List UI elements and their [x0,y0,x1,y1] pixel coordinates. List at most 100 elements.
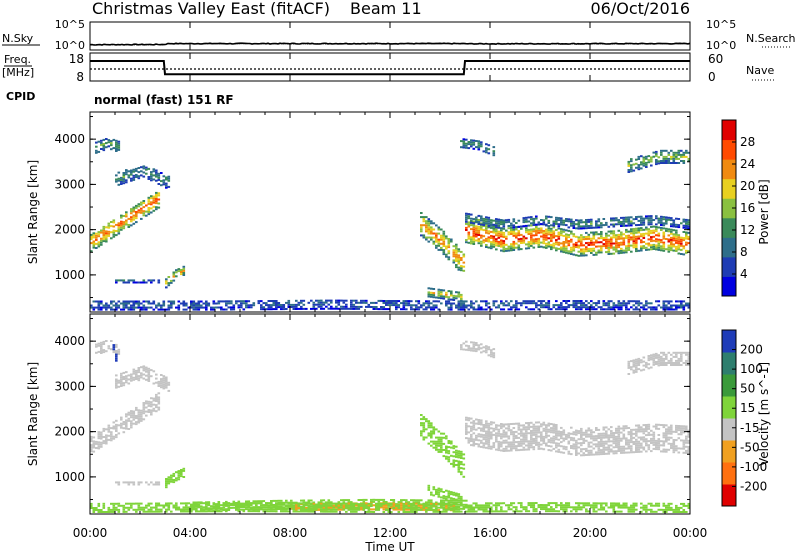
heatmap-cell [460,463,463,466]
heatmap-cell [472,228,476,231]
heatmap-cell [120,504,123,507]
heatmap-cell [600,226,603,229]
heatmap-cell [495,300,498,303]
heatmap-cell [107,434,111,437]
heatmap-cell [552,427,556,430]
heatmap-cell [552,246,556,249]
heatmap-cell [610,236,613,239]
heatmap-cell [480,433,483,436]
heatmap-cell [677,238,681,241]
heatmap-cell [180,302,183,305]
heatmap-cell [642,304,646,307]
heatmap-cell [627,218,631,221]
heatmap-cell [140,374,143,377]
heatmap-cell [562,251,566,254]
heatmap-cell [575,306,578,309]
heatmap-cell [502,246,506,249]
heatmap-cell [440,438,443,441]
heatmap-cell [340,307,343,310]
heatmap-cell [95,507,98,509]
heatmap-cell [675,233,678,236]
heatmap-cell [375,502,378,505]
heatmap-cell [187,506,191,509]
heatmap-cell [607,225,611,228]
heatmap-cell [97,445,101,448]
heatmap-cell [510,226,513,229]
heatmap-cell [492,304,496,307]
heatmap-cell [660,247,663,250]
heatmap-cell [577,236,581,239]
heatmap-cell [482,300,486,303]
heatmap-cell [125,300,128,303]
heatmap-cell [457,256,461,259]
heatmap-cell [580,448,583,451]
heatmap-cell [447,499,451,502]
heatmap-cell [635,430,638,433]
heatmap-cell [485,229,488,232]
heatmap-cell [645,434,648,437]
heatmap-cell [280,506,283,509]
heatmap-cell [632,371,636,374]
heatmap-cell [607,434,611,437]
heatmap-cell [280,499,283,502]
heatmap-cell [595,451,598,454]
heatmap-cell [240,300,243,303]
heatmap-cell [660,149,663,152]
heatmap-cell [182,269,186,272]
heatmap-cell [117,502,121,505]
heatmap-cell [472,426,476,429]
heatmap-cell [567,242,571,245]
heatmap-cell [185,510,188,513]
heatmap-cell [652,353,656,356]
heatmap-cell [432,428,436,431]
heatmap-cell [450,446,453,449]
heatmap-cell [325,301,328,304]
heatmap-cell [142,418,146,421]
heatmap-cell [612,438,616,441]
heatmap-cell [422,218,426,221]
heatmap-cell [182,272,186,274]
heatmap-cell [225,304,228,307]
heatmap-cell [580,300,583,302]
heatmap-cell [565,247,568,250]
heatmap-cell [142,373,146,376]
heatmap-cell [575,304,578,307]
heatmap-cell [640,233,643,236]
heatmap-cell [495,238,498,241]
heatmap-cell [125,302,128,305]
heatmap-cell [182,304,186,307]
heatmap-cell [617,244,621,247]
heatmap-cell [602,453,606,455]
heatmap-cell [632,441,636,443]
heatmap-cell [637,224,641,226]
heatmap-cell [437,300,441,303]
heatmap-cell [95,447,98,449]
heatmap-cell [450,294,453,297]
heatmap-cell [277,304,281,306]
heatmap-cell [597,249,601,252]
heatmap-cell [142,165,146,168]
heatmap-cell [270,304,273,307]
heatmap-cell [662,237,666,240]
heatmap-cell [485,438,488,441]
heatmap-cell [195,501,198,504]
heatmap-cell [680,359,683,362]
heatmap-cell [335,299,338,302]
heatmap-cell [427,226,431,229]
heatmap-cell [147,176,151,178]
heatmap-cell [647,367,651,370]
heatmap-cell [315,504,318,507]
heatmap-cell [432,296,436,299]
heatmap-cell [532,230,536,233]
heatmap-cell [132,174,136,177]
heatmap-cell [605,430,608,433]
heatmap-cell [170,502,173,505]
heatmap-cell [125,306,128,309]
heatmap-cell [422,508,426,511]
heatmap-cell [552,242,556,245]
heatmap-cell [577,250,581,253]
heatmap-cell [122,371,126,374]
heatmap-cell [617,308,621,311]
heatmap-cell [652,225,656,228]
heatmap-cell [147,178,151,180]
